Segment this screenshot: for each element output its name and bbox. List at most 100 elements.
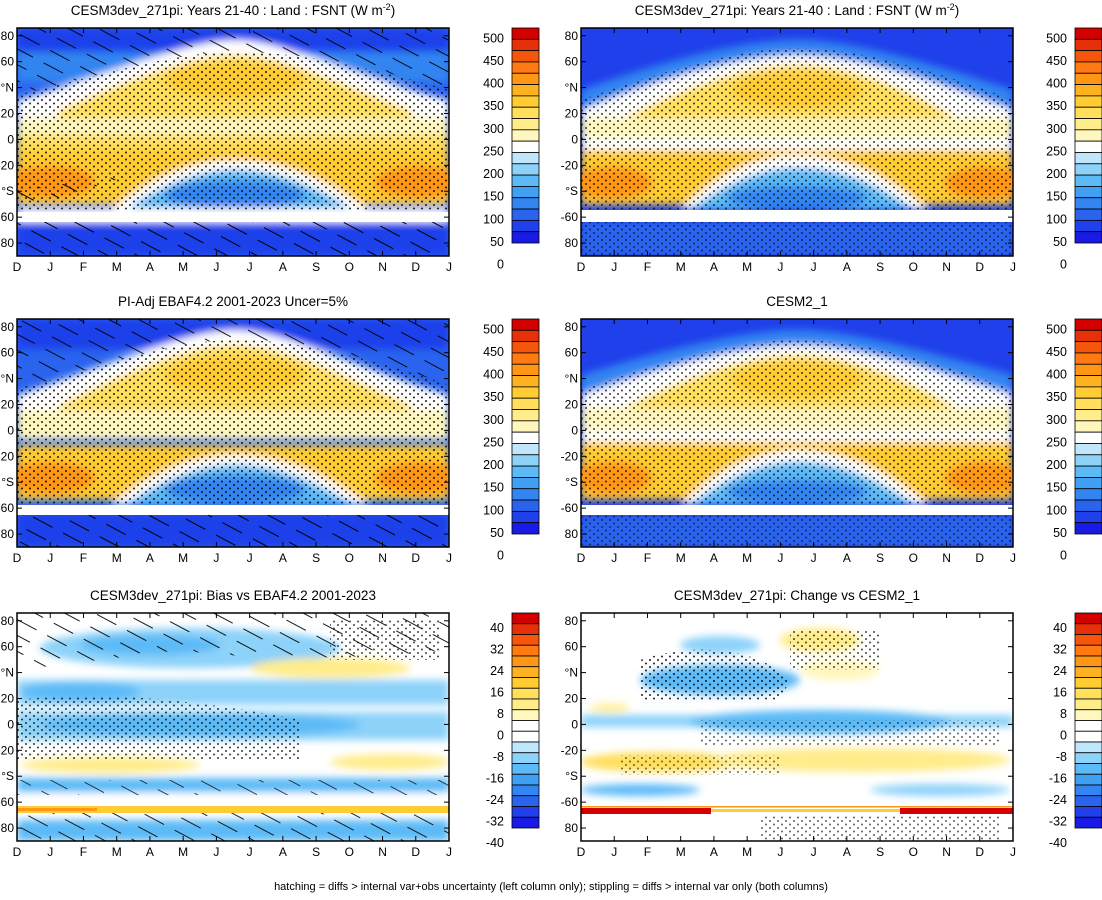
colorbar-swatch (1074, 612, 1102, 625)
colorbar-tick-label: 450 (483, 345, 504, 359)
y-tick-label: 0 (571, 423, 578, 437)
colorbar-tick-label: 500 (1046, 322, 1067, 336)
colorbar-swatch (511, 197, 540, 210)
colorbar-tick-label: -40 (1049, 836, 1067, 850)
colorbar-swatch (1074, 634, 1102, 646)
colorbar-tick-label: 450 (1046, 54, 1067, 68)
x-tick-label: A (710, 845, 718, 859)
colorbar-tick-label: 350 (483, 99, 504, 113)
x-tick-label: M (742, 551, 752, 565)
colorbar-swatch (1074, 698, 1102, 711)
panel-6: CESM3dev_271pi: Change vs CESM2_1 (561, 588, 1102, 859)
colorbar-tick-label: 450 (1046, 345, 1067, 359)
colorbar-swatch (511, 72, 540, 85)
colorbar-tick-label: 450 (483, 54, 504, 68)
colorbar-tick-label: 0 (497, 549, 504, 563)
colorbar-swatch (511, 231, 540, 244)
colorbar-tick-label: -32 (486, 815, 504, 829)
colorbar-tick-label: -32 (1049, 815, 1067, 829)
colorbar-swatch (511, 318, 540, 331)
y-tick-label: °S (1, 184, 14, 198)
y-tick-label: 80 (1, 614, 15, 628)
colorbar-tick-label: 40 (1053, 621, 1067, 635)
colorbar-swatch (1074, 363, 1102, 376)
colorbar-swatch (1074, 129, 1102, 142)
y-tick-label: 60 (565, 640, 579, 654)
y-tick-label: 20 (565, 107, 579, 121)
y-tick-label: -20 (0, 743, 14, 757)
y-tick-label: -60 (561, 210, 579, 224)
colorbar-swatch (511, 118, 540, 131)
y-tick-label: 80 (565, 320, 579, 334)
x-tick-label: J (446, 260, 452, 274)
x-tick-label: O (345, 845, 354, 859)
colorbar-tick-label: -24 (486, 793, 504, 807)
plot-area (581, 28, 1013, 256)
panel-title: CESM3dev_271pi: Years 21-40 : Land : FSN… (71, 2, 395, 18)
colorbar-swatch (511, 140, 540, 153)
colorbar-swatch (1074, 784, 1102, 797)
y-tick-label: 0 (7, 423, 14, 437)
colorbar-swatch (511, 752, 540, 764)
y-tick-label: °N (1, 666, 14, 680)
x-tick-label: J (47, 260, 53, 274)
x-tick-label: A (843, 551, 851, 565)
colorbar-tick-label: 500 (483, 322, 504, 336)
colorbar-swatch (511, 386, 540, 399)
colorbar-swatch (1074, 208, 1102, 221)
x-tick-label: F (644, 845, 651, 859)
x-tick-label: M (742, 260, 752, 274)
x-tick-label: O (345, 551, 354, 565)
x-tick-label: N (378, 551, 387, 565)
x-tick-label: J (47, 551, 53, 565)
colorbar-tick-label: 100 (483, 212, 504, 226)
y-tick-label: °S (565, 769, 578, 783)
x-tick-label: D (13, 551, 22, 565)
colorbar-swatch (511, 465, 540, 478)
colorbar-swatch (511, 623, 540, 635)
colorbar-swatch (1074, 687, 1102, 700)
colorbar-swatch (1074, 709, 1102, 721)
x-tick-label: J (811, 551, 817, 565)
colorbar-swatch (511, 27, 540, 40)
x-tick-label: J (213, 260, 219, 274)
colorbar-swatch (511, 129, 540, 142)
colorbar-swatch (511, 409, 540, 422)
y-tick-label: 0 (571, 717, 578, 731)
x-tick-label: J (213, 845, 219, 859)
x-tick-label: O (909, 845, 918, 859)
colorbar-tick-label: 150 (483, 190, 504, 204)
axes: D J F M A M J J A S O N D J 80 60 °N 20 0 -20 °S -60 80 (561, 613, 1016, 859)
colorbar-swatch (511, 219, 540, 233)
plot-frame (580, 27, 1014, 257)
colorbar-swatch (511, 634, 540, 646)
x-tick-label: M (178, 845, 188, 859)
colorbar-swatch (511, 443, 540, 456)
footer-note: hatching = diffs > internal var+obs unce… (274, 881, 828, 893)
x-tick-label: J (247, 260, 253, 274)
colorbar-swatch (511, 186, 540, 199)
y-tick-label: 80 (1, 821, 15, 835)
y-tick-label: 20 (565, 398, 579, 412)
x-tick-label: M (112, 260, 122, 274)
colorbar-swatch (511, 38, 540, 52)
x-tick-label: J (777, 260, 783, 274)
axes: D J F M A M J J A S O N D J 80 60 °N 20 0 -20 °S -60 80 (0, 319, 452, 565)
x-tick-label: D (411, 260, 420, 274)
colorbar-swatch (1074, 666, 1102, 678)
colorbar-swatch (1074, 386, 1102, 399)
y-tick-label: 80 (565, 29, 579, 43)
colorbar-swatch (1074, 465, 1102, 478)
colorbar-tick-label: -8 (1056, 750, 1067, 764)
colorbar-tick-label: -8 (493, 750, 504, 764)
x-tick-label: A (146, 845, 154, 859)
x-tick-label: D (411, 845, 420, 859)
panel-1: CESM3dev_271pi: Years 21-40 : Land : FSN… (0, 2, 540, 274)
x-tick-label: A (279, 551, 287, 565)
colorbar-swatch (1074, 522, 1102, 535)
colorbar-tick-label: 32 (490, 643, 504, 657)
plot-area (17, 28, 449, 256)
y-tick-label: °S (1, 475, 14, 489)
colorbar-swatch (1074, 409, 1102, 422)
colorbar-swatch (511, 431, 540, 444)
